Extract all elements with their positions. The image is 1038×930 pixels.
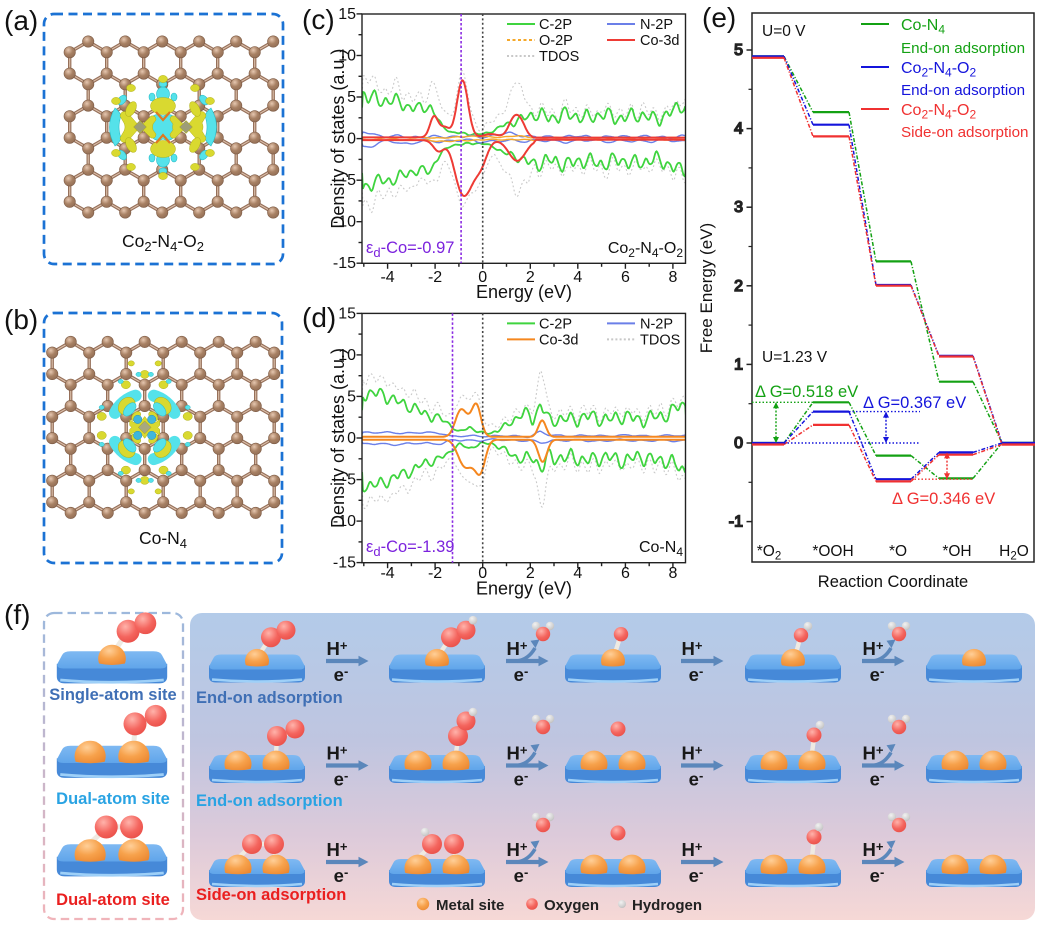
svg-text:(a): (a)	[4, 5, 38, 36]
svg-text:8: 8	[668, 565, 677, 582]
svg-text:Δ G=0.518 eV: Δ G=0.518 eV	[755, 383, 858, 401]
svg-text:O-2P: O-2P	[539, 33, 573, 49]
svg-text:5: 5	[734, 42, 743, 59]
svg-text:Density of states (a.u.): Density of states (a.u.)	[328, 49, 348, 229]
svg-text:εd-Co=-0.97: εd-Co=-0.97	[366, 239, 454, 260]
svg-text:2: 2	[526, 269, 535, 286]
svg-text:-15: -15	[333, 555, 356, 572]
svg-text:(e): (e)	[702, 2, 736, 33]
svg-text:Δ G=0.346 eV: Δ G=0.346 eV	[892, 490, 995, 508]
svg-text:N-2P: N-2P	[640, 17, 673, 33]
svg-text:Hydrogen: Hydrogen	[632, 897, 702, 914]
svg-text:C-2P: C-2P	[539, 316, 572, 332]
svg-text:Co2-N4-O2: Co2-N4-O2	[901, 102, 977, 122]
svg-text:U=0 V: U=0 V	[762, 23, 806, 40]
svg-text:-5: -5	[342, 472, 356, 489]
svg-text:N-2P: N-2P	[640, 316, 673, 332]
svg-text:4: 4	[573, 565, 582, 582]
svg-text:-10: -10	[333, 214, 356, 231]
svg-text:End-on adsorption: End-on adsorption	[901, 82, 1025, 99]
svg-text:(c): (c)	[302, 4, 335, 35]
svg-text:6: 6	[621, 565, 630, 582]
svg-text:TDOS: TDOS	[640, 332, 680, 348]
svg-text:TDOS: TDOS	[539, 49, 579, 65]
svg-text:-1: -1	[729, 514, 743, 531]
svg-text:Free Energy (eV): Free Energy (eV)	[697, 223, 716, 353]
svg-text:-4: -4	[380, 269, 394, 286]
svg-text:-2: -2	[428, 565, 442, 582]
svg-text:2: 2	[734, 278, 743, 295]
svg-text:(b): (b)	[4, 304, 38, 335]
svg-text:Co2-N4-O2: Co2-N4-O2	[608, 240, 684, 260]
svg-text:Oxygen: Oxygen	[544, 897, 599, 914]
svg-text:Side-on adsorption: Side-on adsorption	[901, 124, 1029, 141]
svg-text:Energy (eV): Energy (eV)	[476, 579, 572, 599]
svg-text:(d): (d)	[302, 302, 336, 333]
svg-text:2: 2	[526, 565, 535, 582]
svg-text:0: 0	[347, 430, 356, 447]
svg-text:0: 0	[478, 565, 487, 582]
svg-text:End-on adsorption: End-on adsorption	[196, 792, 343, 810]
svg-text:-2: -2	[428, 269, 442, 286]
svg-text:4: 4	[573, 269, 582, 286]
svg-text:5: 5	[347, 388, 356, 405]
svg-text:Single-atom site: Single-atom site	[49, 686, 176, 704]
svg-text:Energy (eV): Energy (eV)	[476, 282, 572, 302]
svg-text:-5: -5	[342, 172, 356, 189]
svg-text:10: 10	[338, 347, 356, 364]
svg-text:0: 0	[347, 131, 356, 148]
svg-text:U=1.23 V: U=1.23 V	[762, 349, 828, 366]
svg-text:*OOH: *OOH	[812, 543, 853, 560]
svg-text:10: 10	[338, 48, 356, 65]
svg-text:3: 3	[734, 199, 743, 216]
svg-text:15: 15	[338, 6, 356, 23]
svg-text:Dual-atom site: Dual-atom site	[56, 891, 170, 909]
svg-text:Side-on adsorption: Side-on adsorption	[196, 886, 346, 904]
svg-text:(f): (f)	[4, 599, 30, 630]
svg-text:*O: *O	[889, 543, 907, 560]
svg-text:4: 4	[734, 121, 743, 138]
svg-text:6: 6	[621, 269, 630, 286]
svg-text:Co-N4: Co-N4	[639, 539, 683, 559]
svg-text:-4: -4	[380, 565, 394, 582]
svg-text:End-on adsorption: End-on adsorption	[901, 40, 1025, 57]
svg-text:Reaction Coordinate: Reaction Coordinate	[818, 573, 968, 591]
svg-text:0: 0	[478, 269, 487, 286]
svg-text:5: 5	[347, 89, 356, 106]
svg-text:Density of states (a.u.): Density of states (a.u.)	[328, 348, 348, 528]
svg-text:8: 8	[668, 269, 677, 286]
svg-text:End-on adsorption: End-on adsorption	[196, 689, 343, 707]
svg-text:-10: -10	[333, 513, 356, 530]
svg-text:εd-Co=-1.39: εd-Co=-1.39	[366, 538, 454, 559]
svg-text:Metal site: Metal site	[436, 897, 504, 914]
svg-text:Co2-N4-O2: Co2-N4-O2	[901, 60, 977, 80]
svg-text:Co-3d: Co-3d	[640, 33, 680, 49]
svg-text:H2O: H2O	[999, 543, 1029, 563]
svg-text:*OH: *OH	[942, 543, 971, 560]
svg-text:15: 15	[338, 305, 356, 322]
svg-text:Co-N4: Co-N4	[901, 17, 945, 37]
svg-text:0: 0	[734, 435, 743, 452]
svg-text:Co-3d: Co-3d	[539, 332, 579, 348]
svg-text:Δ G=0.367 eV: Δ G=0.367 eV	[863, 394, 966, 412]
svg-text:-15: -15	[333, 255, 356, 272]
svg-text:1: 1	[734, 356, 743, 373]
svg-text:C-2P: C-2P	[539, 17, 572, 33]
svg-text:Dual-atom site: Dual-atom site	[56, 790, 170, 808]
svg-text:Co2-N4-O2: Co2-N4-O2	[122, 231, 204, 254]
svg-text:Co-N4: Co-N4	[139, 528, 187, 551]
